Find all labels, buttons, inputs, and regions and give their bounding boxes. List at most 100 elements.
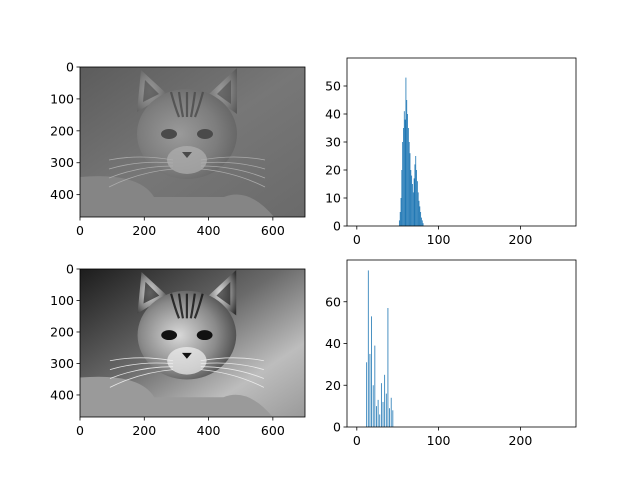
hist-enhanced-bar-16 <box>392 410 394 427</box>
hist-original-bar-13 <box>409 153 411 226</box>
hist-enhanced-bar-3 <box>371 316 372 427</box>
hist-original-ytick-label: 50 <box>325 79 341 94</box>
hist-enhanced-xtick-label: 0 <box>353 433 361 448</box>
image-original-xtick-label: 600 <box>261 223 285 238</box>
hist-enhanced-bar-2 <box>369 353 371 427</box>
image-enhanced-ytick-label: 400 <box>50 387 74 402</box>
cat-photo <box>80 269 273 417</box>
image-enhanced-ytick-label: 300 <box>50 356 74 371</box>
image-enhanced-axes: 0 200 400 600 0 100 200 300 400 <box>50 262 306 438</box>
image-enhanced-xtick-label: 400 <box>197 423 221 438</box>
hist-enhanced-bar-1 <box>367 270 369 427</box>
image-enhanced-frame <box>79 268 306 418</box>
image-original-xtick-label: 0 <box>76 223 84 238</box>
hist-original-bar-25 <box>419 206 421 226</box>
hist-original-bar-3 <box>401 170 403 226</box>
hist-enhanced-bar-9 <box>380 383 382 427</box>
hist-enhanced-bar-5 <box>374 345 376 427</box>
image-original-ytick-label: 400 <box>50 187 74 202</box>
image-enhanced-ytick-label: 0 <box>66 262 74 277</box>
hist-original-ytick-label: 0 <box>333 219 341 234</box>
hist-original-bar-22 <box>416 181 418 226</box>
hist-original-xtick-label: 100 <box>427 232 451 247</box>
image-enhanced-xtick-label: 200 <box>132 423 156 438</box>
cat-nose <box>182 152 192 158</box>
hist-original-background <box>347 58 576 226</box>
hist-original-bar-20 <box>415 156 417 226</box>
image-original-ytick-label: 300 <box>50 155 74 170</box>
hist-original-bar-9 <box>406 100 408 226</box>
hist-original-bar-4 <box>402 142 404 226</box>
hist-enhanced-ytick-label: 60 <box>325 294 341 309</box>
hist-enhanced-ytick-label: 40 <box>325 336 341 351</box>
hist-enhanced-ytick-label: 20 <box>325 378 341 393</box>
hist-enhanced-bar-13 <box>387 308 389 427</box>
cat-body <box>80 176 274 217</box>
hist-original-bar-29 <box>422 223 424 226</box>
hist-original-bar-26 <box>420 212 422 226</box>
cat-eye-left <box>161 129 177 139</box>
hist-original-bar-5 <box>403 128 404 226</box>
hist-enhanced-bar-12 <box>385 393 387 427</box>
hist-original-bar-6 <box>403 111 405 226</box>
hist-enhanced-background <box>347 260 576 427</box>
cat-eye-right <box>196 330 213 341</box>
hist-enhanced-bar-8 <box>379 414 381 427</box>
hist-original-bar-12 <box>408 142 410 226</box>
hist-enhanced-axes: 0 100 200 0 20 40 60 <box>325 259 577 448</box>
cat-eye-left <box>161 330 178 341</box>
hist-enhanced-bar-7 <box>377 399 379 427</box>
image-original-xtick-label: 200 <box>132 223 156 238</box>
hist-enhanced-bar-6 <box>376 406 377 427</box>
cat-head <box>137 89 237 179</box>
image-enhanced-xtick-label: 600 <box>261 423 285 438</box>
cat-nose <box>181 352 192 359</box>
hist-original-bar-19 <box>414 164 416 226</box>
hist-original-xtick-label: 0 <box>353 232 361 247</box>
hist-enhanced-xtick-label: 200 <box>508 433 532 448</box>
hist-original-ytick-label: 40 <box>325 107 341 122</box>
hist-original-bar-23 <box>417 192 419 226</box>
hist-enhanced-xtick-label: 100 <box>427 433 451 448</box>
hist-original-bar-28 <box>421 220 423 226</box>
hist-original-bar-11 <box>407 128 409 226</box>
hist-original-bar-18 <box>413 178 415 226</box>
hist-original-xtick-label: 200 <box>508 232 532 247</box>
image-enhanced-xtick-label: 0 <box>76 423 84 438</box>
hist-enhanced-bar-0 <box>366 362 368 427</box>
image-enhanced-ytick-label: 100 <box>50 293 74 308</box>
image-original-xtick-label: 400 <box>197 223 221 238</box>
hist-original-ytick-label: 10 <box>325 191 341 206</box>
hist-original-bar-16 <box>412 184 413 226</box>
hist-original-ytick-label: 30 <box>325 135 341 150</box>
hist-enhanced-bar-4 <box>372 385 374 427</box>
cat-photo <box>80 68 274 217</box>
hist-original-bar-8 <box>405 77 407 226</box>
hist-original-bar-2 <box>400 198 402 226</box>
hist-original-bar-1 <box>399 212 401 226</box>
image-original-ytick-label: 0 <box>66 60 74 75</box>
image-original-ytick-label: 100 <box>50 91 74 106</box>
image-original-frame <box>79 66 306 218</box>
hist-enhanced-bar-10 <box>382 401 384 427</box>
image-enhanced-ytick-label: 200 <box>50 324 74 339</box>
cat-eye-right <box>197 129 213 139</box>
hist-original-axes: 0 100 200 0 10 20 30 40 50 <box>325 57 577 247</box>
cat-body <box>80 376 273 417</box>
hist-original-bar-14 <box>410 170 412 226</box>
hist-original-bar-10 <box>407 114 408 226</box>
hist-enhanced-bar-15 <box>390 397 392 427</box>
hist-enhanced-ytick-label: 0 <box>333 420 341 435</box>
hist-original-bar-15 <box>411 175 413 226</box>
hist-original-bar-7 <box>404 119 406 226</box>
hist-enhanced-bar-14 <box>389 408 390 427</box>
image-original-ytick-label: 200 <box>50 123 74 138</box>
hist-enhanced-bar-11 <box>384 374 386 427</box>
hist-original-bar-24 <box>418 200 420 226</box>
image-original-axes: 0 200 400 600 0 100 200 300 400 <box>50 60 306 238</box>
hist-original-bar-17 <box>412 192 414 226</box>
hist-original-bar-21 <box>416 170 417 226</box>
cat-head <box>137 290 237 380</box>
hist-original-bar-0 <box>398 220 400 226</box>
